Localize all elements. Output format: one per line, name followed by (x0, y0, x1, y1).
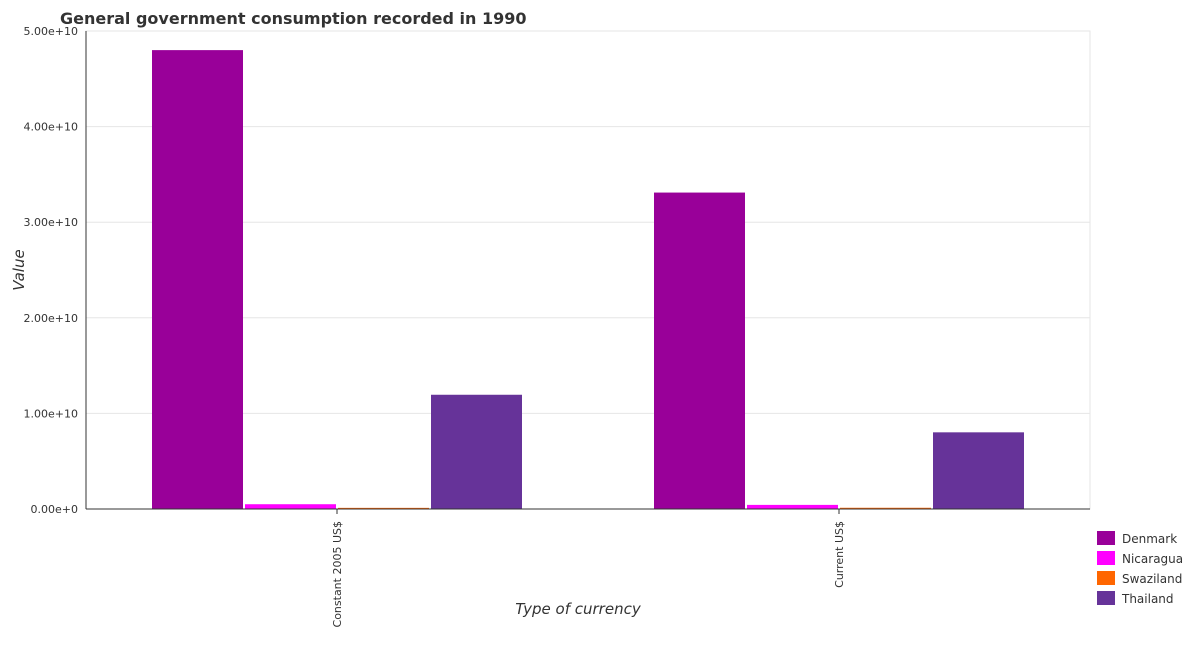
legend-swatch-denmark (1097, 531, 1115, 545)
bar-thailand-1 (431, 394, 522, 509)
chart-title: General government consumption recorded … (60, 9, 527, 28)
bar-nicaragua-2 (747, 504, 838, 509)
y-tick-label: 2.00e+10 (24, 312, 78, 325)
legend-label-swaziland: Swaziland (1122, 572, 1182, 586)
bar-thailand-2 (933, 432, 1024, 509)
legend-swatch-thailand (1097, 591, 1115, 605)
y-tick-label: 3.00e+10 (24, 216, 78, 229)
bar-swaziland-2 (840, 507, 931, 509)
legend-label-denmark: Denmark (1122, 532, 1177, 546)
bar-swaziland-1 (338, 507, 429, 509)
y-ticks: 0.00e+0 1.00e+10 2.00e+10 3.00e+10 4.00e+10 5… (24, 25, 78, 516)
y-tick-label: 0.00e+0 (31, 503, 78, 516)
axes (85, 31, 1090, 510)
legend-label-nicaragua: Nicaragua (1122, 552, 1183, 566)
legend-swatch-nicaragua (1097, 551, 1115, 565)
y-tick-label: 4.00e+10 (24, 121, 78, 134)
y-tick-label: 1.00e+10 (24, 407, 78, 420)
legend: Denmark Nicaragua Swaziland Thailand (1097, 531, 1183, 606)
bars (152, 50, 1024, 510)
x-tick-label: Current US$ (833, 521, 846, 588)
legend-swatch-swaziland (1097, 571, 1115, 585)
y-tick-label: 5.00e+10 (24, 25, 78, 38)
bar-denmark-2 (654, 192, 745, 509)
y-axis-title: Value (10, 249, 28, 290)
bar-denmark-1 (152, 50, 243, 510)
legend-label-thailand: Thailand (1121, 592, 1174, 606)
x-ticks: Constant 2005 US$ Current US$ (331, 509, 846, 627)
bar-nicaragua-1 (245, 504, 336, 509)
x-tick-label: Constant 2005 US$ (331, 521, 344, 627)
x-axis-title: Type of currency (515, 600, 642, 618)
